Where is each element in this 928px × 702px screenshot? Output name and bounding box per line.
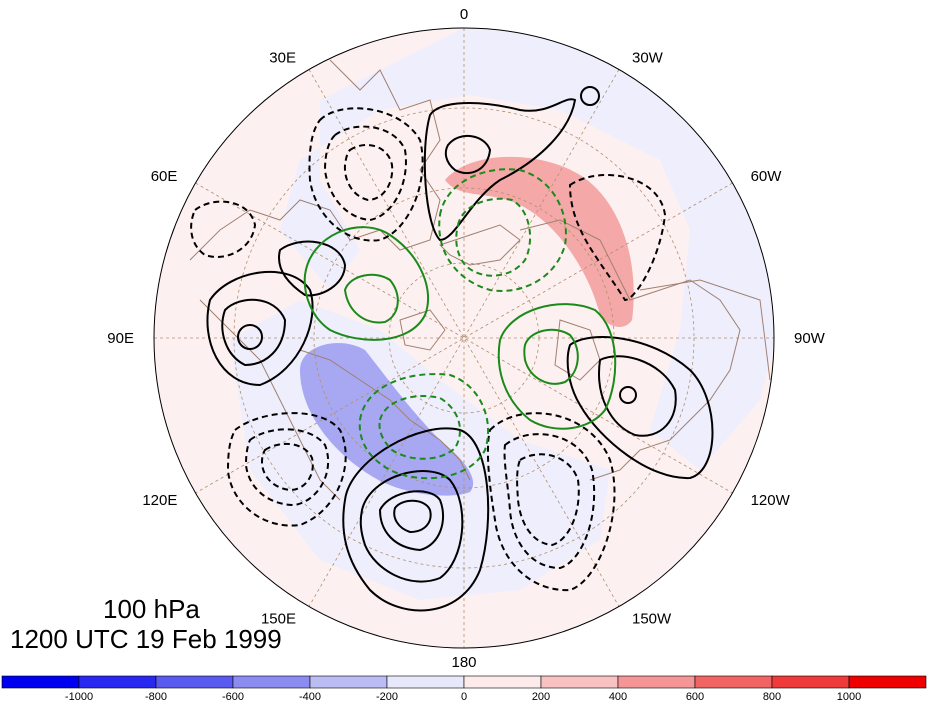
colorbar: -1000 -800 -600 -400 -200 0 200 400 600 800 1000 <box>1 675 927 702</box>
map-boundary <box>153 27 775 649</box>
colorbar-swatch <box>540 675 619 689</box>
colorbar-tick-label: 1000 <box>837 691 861 702</box>
shading-light-blue-west <box>280 28 774 470</box>
colorbar-swatch <box>386 675 465 689</box>
shading-red-anomaly <box>445 156 634 327</box>
colorbar-swatch <box>1 675 80 689</box>
colorbar-tick-label: -600 <box>222 691 244 702</box>
colorbar-tick-label: -400 <box>299 691 321 702</box>
colorbar-swatch <box>309 675 388 689</box>
longitude-labels: 0 30W 60W 90W 120W 150W 180 150E 120E 90E 60E 30E <box>107 6 825 671</box>
colorbar-swatch <box>232 675 311 689</box>
green-dashed-contours <box>358 168 567 480</box>
longitude-label: 120W <box>751 492 791 509</box>
longitude-label: 90E <box>107 330 134 347</box>
longitude-label: 150E <box>261 611 296 628</box>
longitude-label: 120E <box>142 492 177 509</box>
longitude-label: 60E <box>151 168 178 185</box>
longitude-label: 0 <box>460 6 468 23</box>
colorbar-tick-label: 400 <box>609 691 627 702</box>
negative-contours <box>190 107 667 592</box>
coastlines <box>189 59 771 501</box>
colorbar-swatch <box>848 675 927 689</box>
colorbar-tick-label: -800 <box>145 691 167 702</box>
longitude-label: 60W <box>751 168 783 185</box>
longitude-label: 30E <box>269 49 296 66</box>
colorbar-tick-label: 0 <box>461 691 467 702</box>
colorbar-tick-label: 600 <box>686 691 704 702</box>
colorbar-tick-label: -1000 <box>65 691 93 702</box>
colorbar-tick-label: 800 <box>763 691 781 702</box>
colorbar-swatch <box>771 675 850 689</box>
colorbar-swatch <box>694 675 773 689</box>
longitude-label: 180 <box>451 654 476 671</box>
colorbar-tick-label: -200 <box>376 691 398 702</box>
colorbar-tick-label: 200 <box>532 691 550 702</box>
colorbar-swatch <box>78 675 157 689</box>
colorbar-swatch <box>155 675 234 689</box>
pressure-level-label: 100 hPa <box>103 594 200 624</box>
longitude-label: 150W <box>632 611 672 628</box>
longitude-label: 30W <box>632 49 664 66</box>
valid-time-label: 1200 UTC 19 Feb 1999 <box>10 624 282 654</box>
green-solid-contours <box>303 226 617 430</box>
longitude-label: 90W <box>794 330 826 347</box>
colorbar-swatch <box>617 675 696 689</box>
colorbar-swatch <box>463 675 542 689</box>
positive-contours <box>206 86 714 612</box>
